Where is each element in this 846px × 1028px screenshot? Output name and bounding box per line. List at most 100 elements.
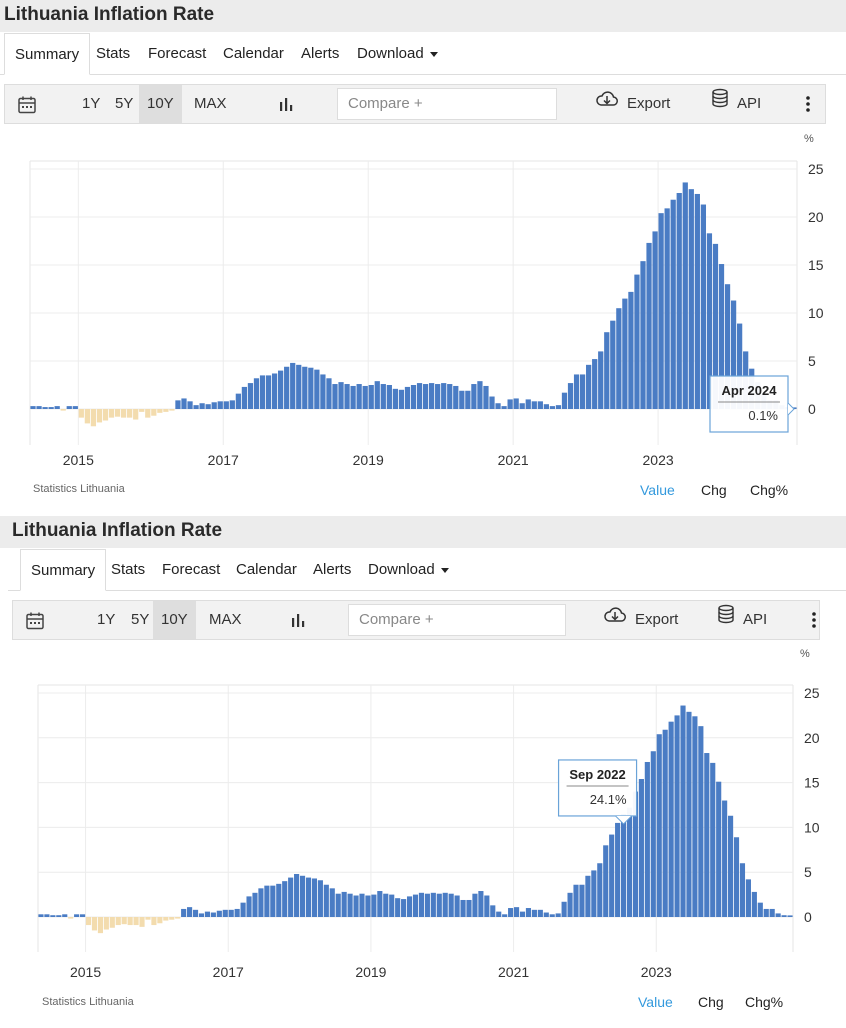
data-bar[interactable]	[84, 409, 90, 424]
data-bar[interactable]	[50, 915, 56, 917]
data-bar[interactable]	[718, 264, 725, 409]
mode-value-button[interactable]: Value	[640, 482, 675, 498]
data-bar[interactable]	[198, 913, 205, 917]
data-bar[interactable]	[78, 409, 84, 418]
data-bar[interactable]	[145, 917, 151, 920]
data-bar[interactable]	[410, 385, 417, 409]
data-bar[interactable]	[454, 895, 460, 918]
data-bar[interactable]	[133, 409, 139, 420]
data-bar[interactable]	[722, 800, 728, 917]
data-bar[interactable]	[252, 892, 258, 917]
data-bar[interactable]	[513, 398, 519, 409]
data-bar[interactable]	[543, 404, 549, 409]
data-bar[interactable]	[471, 384, 477, 409]
data-bar[interactable]	[169, 409, 175, 411]
data-bar[interactable]	[157, 409, 163, 413]
data-bar[interactable]	[615, 822, 621, 917]
compare-input[interactable]: Compare +	[337, 88, 557, 120]
data-bar[interactable]	[453, 385, 459, 409]
data-bar[interactable]	[674, 715, 680, 917]
export-button[interactable]: Export	[595, 85, 670, 123]
data-bar[interactable]	[694, 193, 700, 409]
data-bar[interactable]	[205, 404, 211, 409]
data-bar[interactable]	[573, 884, 579, 917]
data-bar[interactable]	[751, 891, 757, 917]
data-bar[interactable]	[163, 409, 169, 412]
data-bar[interactable]	[60, 409, 66, 411]
data-bar[interactable]	[561, 392, 568, 409]
bar-chart-icon[interactable]	[278, 96, 294, 112]
data-bar[interactable]	[737, 323, 743, 409]
data-bar[interactable]	[676, 193, 682, 409]
data-bar[interactable]	[377, 891, 383, 917]
data-bar[interactable]	[591, 870, 597, 917]
data-bar[interactable]	[299, 875, 306, 917]
data-bar[interactable]	[192, 909, 199, 917]
data-bar[interactable]	[229, 400, 235, 409]
data-bar[interactable]	[258, 888, 264, 917]
data-bar[interactable]	[371, 894, 377, 917]
data-bar[interactable]	[139, 409, 145, 412]
data-bar[interactable]	[121, 917, 127, 925]
data-bar[interactable]	[519, 403, 525, 409]
data-bar[interactable]	[114, 409, 121, 417]
data-bar[interactable]	[151, 409, 157, 416]
data-bar[interactable]	[775, 913, 781, 917]
data-bar[interactable]	[724, 284, 731, 409]
data-bar[interactable]	[424, 893, 430, 917]
data-bar[interactable]	[305, 877, 312, 917]
data-bar[interactable]	[163, 917, 169, 921]
tab-download[interactable]: Download	[368, 549, 449, 591]
data-bar[interactable]	[447, 384, 453, 409]
calendar-icon[interactable]	[17, 95, 37, 115]
data-bar[interactable]	[42, 407, 48, 409]
data-bar[interactable]	[579, 374, 586, 409]
data-bar[interactable]	[109, 917, 115, 928]
data-bar[interactable]	[103, 917, 109, 930]
data-bar[interactable]	[187, 907, 193, 917]
data-bar[interactable]	[537, 909, 543, 917]
data-bar[interactable]	[365, 895, 371, 918]
data-bar[interactable]	[472, 893, 478, 917]
data-bar[interactable]	[700, 204, 707, 409]
data-bar[interactable]	[555, 913, 561, 917]
data-bar[interactable]	[489, 396, 495, 409]
data-bar[interactable]	[549, 914, 555, 917]
data-bar[interactable]	[222, 909, 228, 917]
tab-alerts[interactable]: Alerts	[301, 33, 339, 75]
data-bar[interactable]	[362, 385, 368, 409]
data-bar[interactable]	[264, 885, 270, 917]
data-bar[interactable]	[712, 243, 719, 409]
data-bar[interactable]	[314, 369, 320, 409]
data-bar[interactable]	[728, 815, 734, 917]
data-bar[interactable]	[181, 908, 187, 917]
data-bar[interactable]	[404, 386, 411, 409]
data-bar[interactable]	[429, 383, 435, 409]
data-bar[interactable]	[271, 373, 278, 409]
tab-summary[interactable]: Summary	[20, 549, 107, 591]
data-bar[interactable]	[567, 383, 574, 409]
data-bar[interactable]	[374, 381, 380, 409]
range-max-button[interactable]: MAX	[209, 611, 242, 628]
data-bar[interactable]	[513, 907, 520, 917]
data-bar[interactable]	[706, 233, 713, 409]
data-bar[interactable]	[91, 917, 98, 931]
data-bar[interactable]	[133, 917, 139, 926]
data-bar[interactable]	[769, 908, 775, 917]
data-bar[interactable]	[151, 917, 157, 926]
data-bar[interactable]	[326, 378, 332, 409]
data-bar[interactable]	[496, 911, 502, 917]
mode-chg-pct-button[interactable]: Chg%	[750, 482, 789, 498]
data-bar[interactable]	[626, 807, 633, 917]
data-bar[interactable]	[80, 914, 86, 917]
data-bar[interactable]	[507, 399, 513, 409]
data-bar[interactable]	[175, 400, 181, 409]
data-bar[interactable]	[317, 880, 323, 917]
data-bar[interactable]	[294, 873, 300, 917]
data-bar[interactable]	[704, 753, 710, 917]
data-bar[interactable]	[448, 893, 454, 917]
data-bar[interactable]	[459, 390, 465, 409]
data-bar[interactable]	[392, 388, 398, 409]
data-bar[interactable]	[592, 359, 598, 409]
data-bar[interactable]	[477, 381, 483, 409]
